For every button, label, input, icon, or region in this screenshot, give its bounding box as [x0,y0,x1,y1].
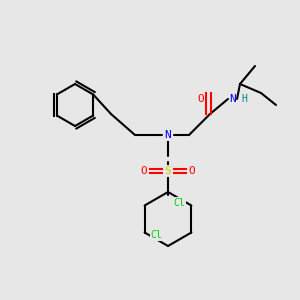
Text: O: O [198,94,204,104]
Text: O: O [189,166,195,176]
Text: O: O [141,166,147,176]
Text: Cl: Cl [151,230,163,241]
Text: N: N [229,94,236,104]
Text: Cl: Cl [173,197,185,208]
Text: H: H [242,94,248,104]
Text: S: S [165,166,171,176]
Text: N: N [165,130,171,140]
